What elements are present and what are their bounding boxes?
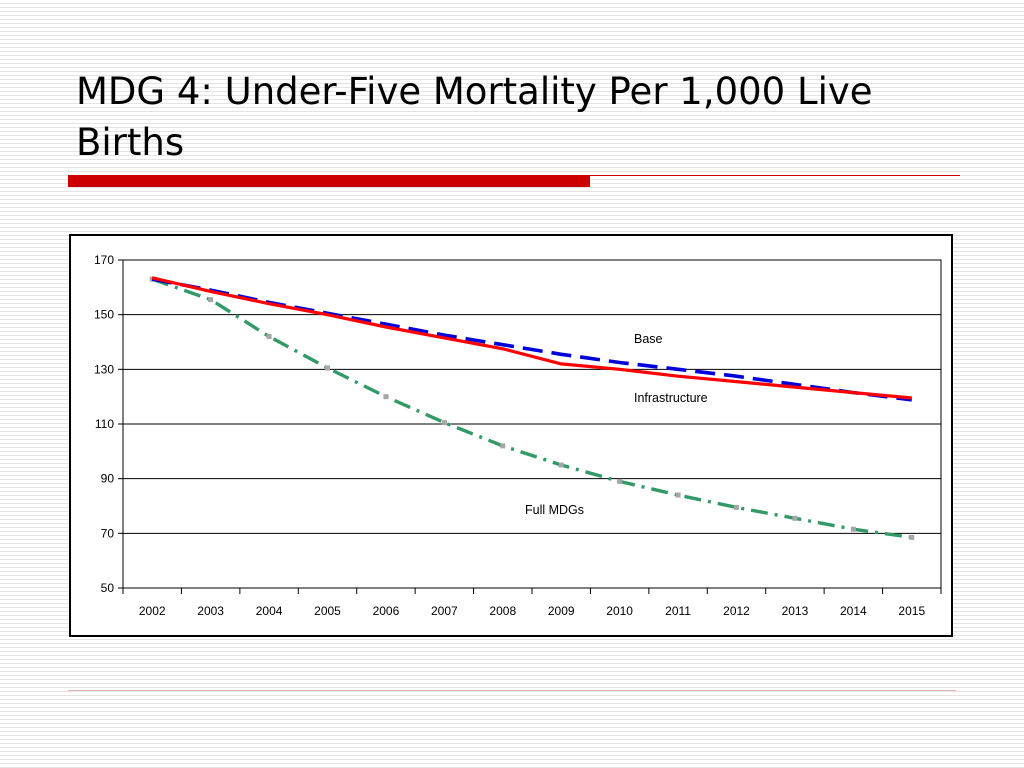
x-tick-label: 2014 (840, 604, 867, 618)
x-tick-label: 2007 (431, 604, 458, 618)
data-point-full-mdgs (675, 492, 681, 498)
x-tick-label: 2006 (373, 604, 400, 618)
series-annotation-base: Base (634, 332, 663, 346)
data-point-full-mdgs (441, 420, 447, 426)
data-point-full-mdgs (383, 394, 389, 400)
data-point-full-mdgs (909, 534, 915, 540)
x-tick-label: 2010 (606, 604, 633, 618)
series-annotation-infrastructure: Infrastructure (634, 391, 708, 405)
x-tick-label: 2015 (898, 604, 925, 618)
x-tick-label: 2011 (665, 604, 691, 618)
line-chart: 50 70 90 110 130 150 170 2002 2003 2004 2005 2006 20… (94, 253, 942, 618)
title-accent-bar (68, 175, 590, 187)
y-tick-label: 70 (101, 526, 115, 540)
data-point-full-mdgs (850, 526, 856, 532)
footer-divider (68, 690, 956, 691)
y-tick-label: 50 (101, 581, 115, 595)
data-point-full-mdgs (500, 443, 506, 449)
x-tick-label: 2013 (782, 604, 809, 618)
series-line-full-mdgs (151, 277, 913, 540)
data-point-full-mdgs (558, 462, 564, 468)
y-tick-label: 110 (95, 417, 114, 431)
x-tick-label: 2005 (314, 604, 341, 618)
y-tick-label: 170 (94, 253, 114, 267)
y-tick-label: 150 (94, 308, 114, 322)
slide-title: MDG 4: Under-Five Mortality Per 1,000 Li… (76, 70, 873, 164)
x-tick-label: 2004 (256, 604, 283, 618)
data-point-full-mdgs (734, 504, 739, 510)
series-annotation-full-mdgs: Full MDGs (525, 503, 584, 517)
x-tick-label: 2012 (723, 604, 750, 618)
x-tick-label: 2003 (197, 604, 224, 618)
data-point-full-mdgs (325, 365, 330, 371)
x-tick-label: 2002 (139, 604, 166, 618)
series-line-base (151, 276, 912, 400)
chart-frame: 50 70 90 110 130 150 170 2002 2003 2004 2005 2006 20… (69, 234, 953, 637)
y-tick-label: 130 (94, 362, 114, 376)
data-point-full-mdgs (208, 297, 214, 303)
x-tick-label: 2008 (489, 604, 516, 618)
title-underline-rule (590, 175, 960, 176)
data-point-full-mdgs (792, 515, 798, 521)
y-tick-label: 90 (101, 472, 115, 486)
data-point-full-mdgs (266, 334, 272, 340)
x-tick-label: 2009 (548, 604, 575, 618)
data-point-full-mdgs (617, 478, 623, 484)
